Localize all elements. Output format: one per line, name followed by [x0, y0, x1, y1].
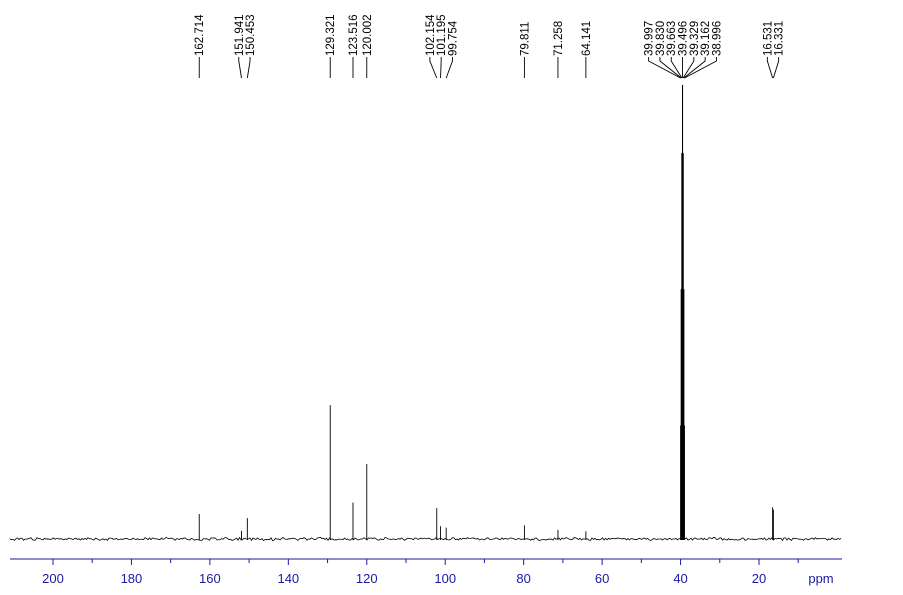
spectrum-trace	[9, 536, 842, 542]
peak-label: 123.516	[348, 14, 360, 56]
peak-label: 39.162	[700, 21, 712, 56]
x-axis-tick-label: 80	[516, 571, 530, 586]
peak-label: 151.941	[234, 14, 246, 56]
peak-label: 39.496	[678, 21, 690, 56]
peak-label: 162.714	[194, 14, 206, 56]
peak-label-layer: 162.714 151.941 150.453 129.321 123.516 120.0…	[194, 14, 786, 79]
peak-label-connector	[766, 57, 774, 79]
x-axis: 200 180 160 140 120 100 80 60 40 20 ppm	[10, 558, 842, 586]
x-axis-tick-label: 180	[121, 571, 143, 586]
peak-label: 79.811	[519, 22, 531, 56]
peak-label: 39.997	[644, 21, 656, 56]
peak-label-connector	[684, 57, 717, 79]
spectrum-plot-layer	[9, 536, 842, 542]
peak-label: 64.141	[581, 21, 593, 56]
peak-label: 39.830	[655, 21, 667, 56]
x-axis-tick-label: 160	[199, 571, 221, 586]
peak-label-connector	[238, 57, 242, 79]
peak-label-connector	[429, 57, 438, 79]
peak-label: 38.996	[711, 21, 723, 56]
peak-label-connector	[683, 57, 706, 79]
x-axis-tick-label: 120	[356, 571, 378, 586]
peak-label: 102.154	[425, 14, 437, 56]
peak-label-connector	[670, 57, 683, 79]
peak-label: 71.258	[553, 21, 565, 56]
peak-label: 39.663	[666, 21, 678, 56]
peak-label-connector	[682, 57, 695, 79]
x-axis-tick-label: 200	[42, 571, 64, 586]
peak-label-connector	[440, 57, 442, 79]
peak-label-connector	[648, 57, 681, 79]
peak-label: 120.002	[362, 14, 374, 56]
peak-lines-layer	[198, 85, 774, 540]
peak-label: 99.754	[447, 20, 459, 56]
x-axis-tick-label: 100	[434, 571, 456, 586]
peak-label: 16.531	[762, 21, 774, 56]
x-axis-ticks: 200 180 160 140 120 100 80 60 40 20	[42, 559, 799, 586]
x-axis-tick-label: 40	[673, 571, 687, 586]
peak-label: 129.321	[325, 14, 337, 56]
peak-label: 39.329	[689, 21, 701, 56]
x-axis-tick-label: 140	[277, 571, 299, 586]
x-axis-tick-label: 20	[752, 571, 766, 586]
peak-label: 16.331	[774, 21, 786, 56]
peak-label-connector	[445, 57, 453, 79]
x-axis-unit-label: ppm	[808, 571, 833, 586]
peak-label: 150.453	[245, 14, 257, 56]
peak-label-connector	[659, 57, 682, 79]
x-axis-tick-label: 60	[595, 571, 609, 586]
peak-label-connector	[772, 57, 780, 79]
peak-label-connector	[246, 57, 251, 79]
peak-label: 101.195	[436, 14, 448, 56]
